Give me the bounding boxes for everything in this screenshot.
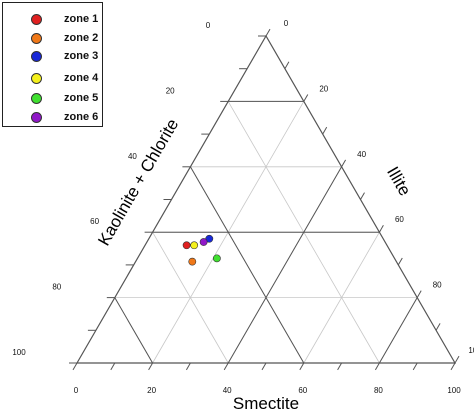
right-tick-label: 60 — [395, 215, 404, 224]
tick-mark — [454, 355, 460, 364]
major-grid-line — [189, 166, 305, 364]
tick-mark — [72, 362, 78, 371]
legend-item: zone 5 — [3, 90, 102, 108]
bottom-tick-label: 60 — [298, 386, 307, 395]
legend-item: zone 4 — [3, 70, 102, 88]
right-tick-label: 40 — [357, 150, 366, 159]
grid-line — [152, 231, 229, 364]
legend-marker — [31, 93, 42, 104]
data-point — [182, 241, 191, 250]
tick-mark — [284, 61, 290, 69]
tick-mark — [322, 126, 328, 135]
bottom-tick-label: 40 — [223, 386, 232, 395]
tick-mark — [341, 159, 347, 168]
major-grid-line — [114, 297, 154, 364]
tick-mark — [110, 362, 116, 371]
data-point — [188, 257, 197, 266]
tick-mark — [337, 362, 343, 371]
right-tick-label: 20 — [319, 84, 328, 93]
right-tick-label: 0 — [284, 19, 289, 28]
legend-marker — [31, 33, 42, 44]
tick-mark — [416, 290, 422, 298]
tick-marks — [69, 28, 460, 371]
legend-label: zone 6 — [64, 111, 99, 123]
left-tick-label: 60 — [90, 217, 99, 226]
data-point — [190, 241, 199, 250]
tick-labels: 0 20 40 60 80 100 100 80 60 40 20 0 100 80 60 40 20 0 — [12, 19, 474, 395]
legend-marker — [31, 112, 42, 123]
left-tick-label: 80 — [52, 283, 61, 292]
legend-item: zone 2 — [3, 30, 102, 48]
grid-line — [303, 231, 380, 364]
left-axis-title: Kaolinite + Chlorite — [94, 116, 182, 249]
grid-lines — [114, 100, 418, 364]
legend-marker — [31, 51, 42, 62]
tick-mark — [450, 362, 456, 371]
legend-item: zone 3 — [3, 48, 102, 66]
tick-mark — [223, 362, 229, 371]
bottom-tick-label: 20 — [147, 386, 156, 395]
left-tick-label: 40 — [128, 152, 137, 161]
tick-mark — [303, 94, 309, 102]
bottom-axis-title: Smectite — [233, 394, 299, 413]
left-tick-label: 20 — [166, 86, 175, 95]
right-axis-title: Illite — [383, 163, 415, 199]
left-tick-label: 0 — [206, 21, 211, 30]
bottom-tick-label: 0 — [74, 386, 79, 395]
data-point — [212, 254, 221, 263]
legend-marker — [31, 14, 42, 25]
tick-mark — [185, 362, 191, 371]
tick-mark — [360, 192, 365, 200]
tick-mark — [265, 28, 271, 37]
legend-item: zone 6 — [3, 109, 102, 127]
tick-mark — [299, 362, 305, 371]
right-tick-label: 80 — [433, 281, 442, 290]
tick-mark — [148, 362, 154, 371]
legend-label: zone 5 — [64, 92, 99, 104]
legend: zone 1 zone 2 zone 3 zone 4 zone 5 zone … — [2, 2, 103, 127]
right-tick-label: 100 — [468, 346, 474, 355]
left-tick-label: 100 — [12, 348, 26, 357]
bottom-tick-label: 80 — [374, 386, 383, 395]
legend-label: zone 1 — [64, 13, 99, 25]
data-points — [182, 234, 221, 266]
tick-mark — [261, 362, 267, 371]
legend-item: zone 1 — [3, 11, 102, 29]
legend-marker — [31, 73, 42, 84]
legend-label: zone 3 — [64, 50, 99, 62]
tick-mark — [397, 257, 403, 266]
bottom-tick-label: 100 — [447, 386, 461, 395]
tick-mark — [435, 323, 441, 331]
tick-mark — [374, 362, 380, 371]
major-grid-line — [227, 166, 343, 364]
tick-mark — [378, 225, 384, 233]
legend-label: zone 2 — [64, 32, 99, 44]
legend-label: zone 4 — [64, 72, 99, 84]
tick-mark — [412, 362, 418, 371]
data-point — [199, 238, 208, 246]
major-grid-line — [378, 297, 418, 364]
